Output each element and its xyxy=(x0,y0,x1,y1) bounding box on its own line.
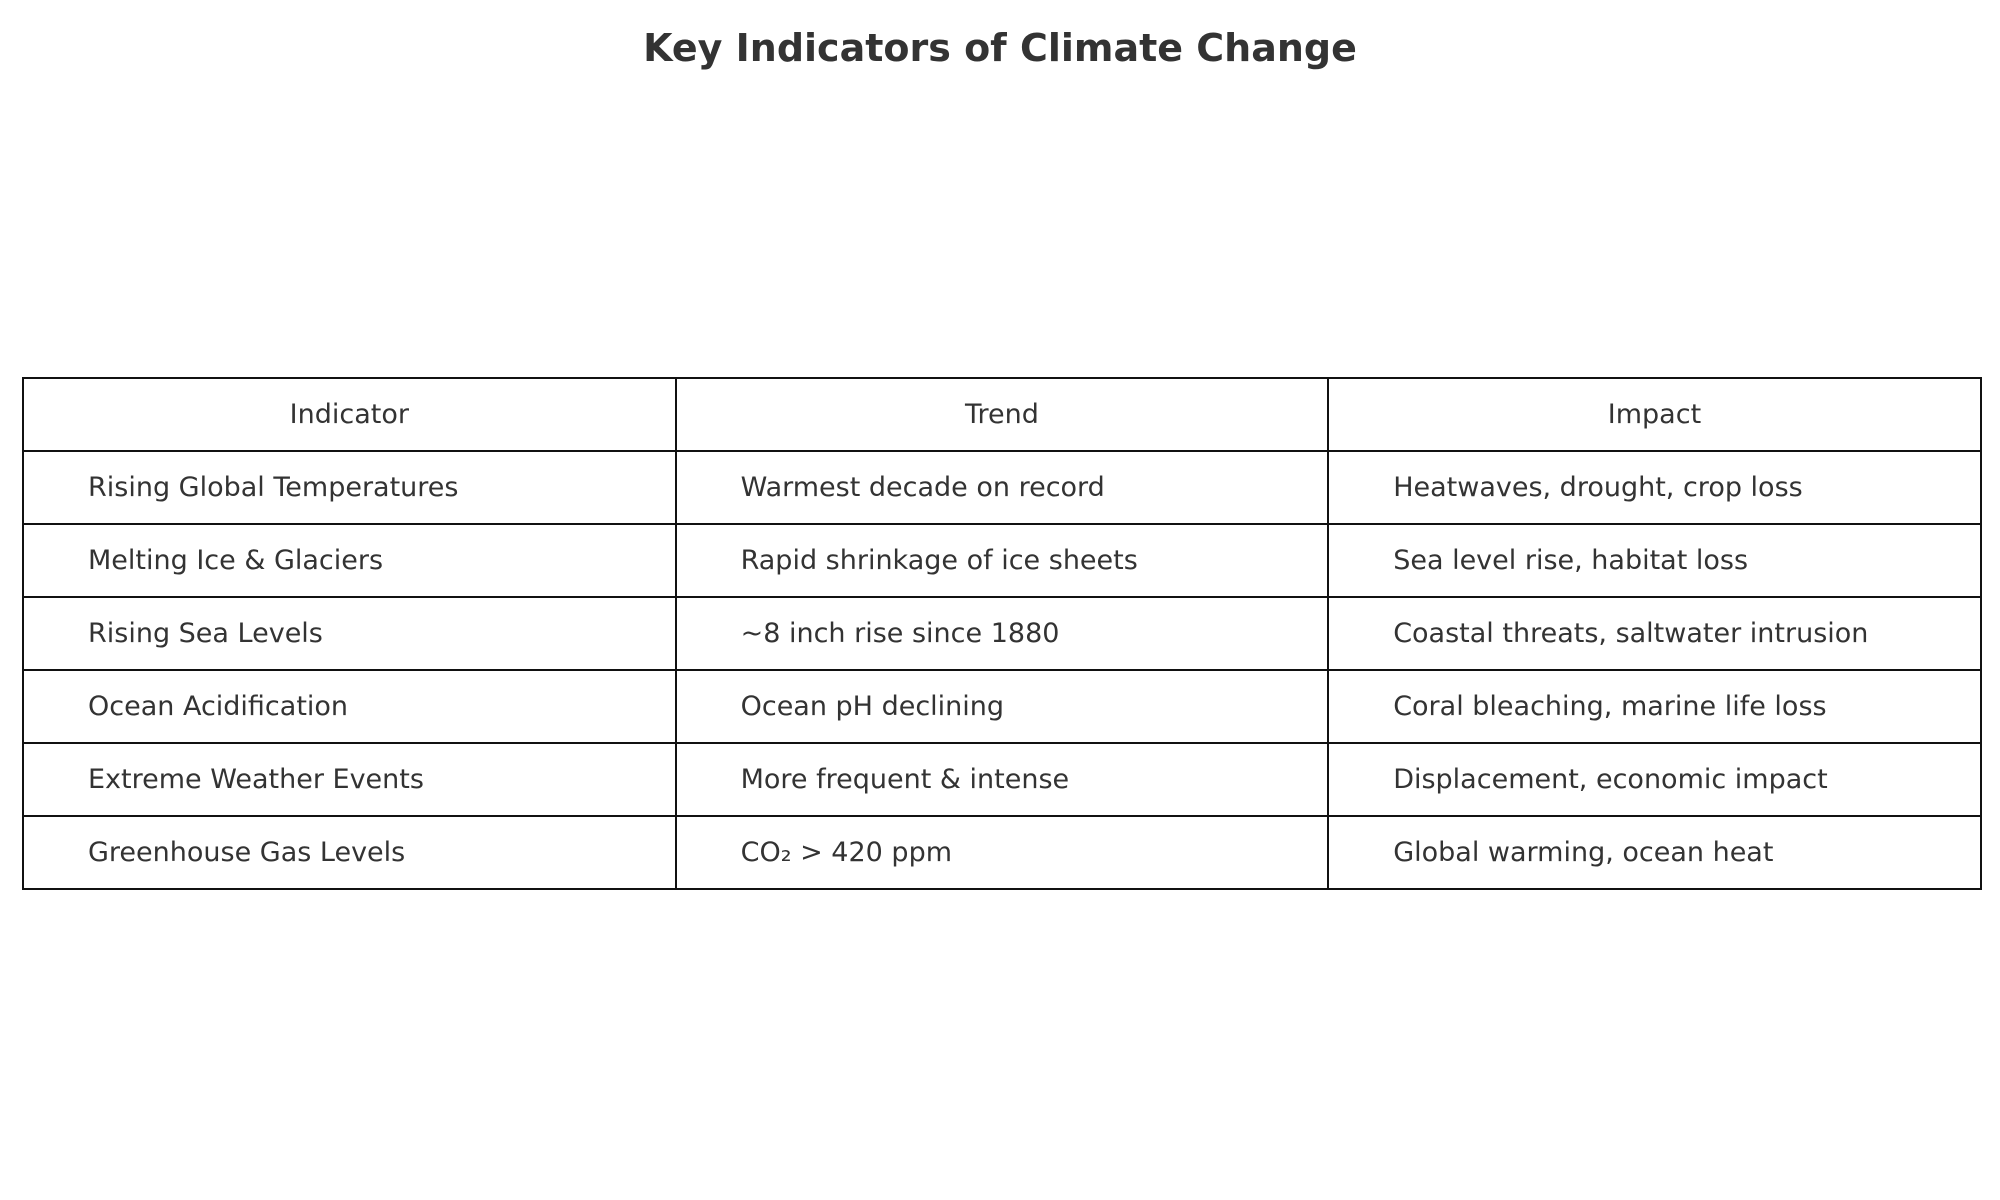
cell-indicator: Rising Global Temperatures xyxy=(22,450,677,525)
cell-impact: Heatwaves, drought, crop loss xyxy=(1327,450,1982,525)
cell-impact: Coral bleaching, marine life loss xyxy=(1327,669,1982,744)
table-row: Rising Global Temperatures Warmest decad… xyxy=(22,450,1982,525)
cell-indicator: Greenhouse Gas Levels xyxy=(22,815,677,890)
column-header-indicator: Indicator xyxy=(22,377,677,452)
cell-impact: Coastal threats, saltwater intrusion xyxy=(1327,596,1982,671)
table-row: Greenhouse Gas Levels CO₂ > 420 ppm Glob… xyxy=(22,815,1982,890)
cell-trend: ~8 inch rise since 1880 xyxy=(674,596,1330,671)
table-row: Melting Ice & Glaciers Rapid shrinkage o… xyxy=(22,523,1982,598)
table-row: Rising Sea Levels ~8 inch rise since 188… xyxy=(22,596,1982,671)
column-header-impact: Impact xyxy=(1327,377,1982,452)
cell-indicator: Extreme Weather Events xyxy=(22,742,677,817)
header-row: Indicator Trend Impact xyxy=(22,377,1982,452)
cell-impact: Sea level rise, habitat loss xyxy=(1327,523,1982,598)
cell-trend: Warmest decade on record xyxy=(674,450,1330,525)
cell-trend: CO₂ > 420 ppm xyxy=(674,815,1330,890)
table-row: Extreme Weather Events More frequent & i… xyxy=(22,742,1982,817)
table-row: Ocean Acidification Ocean pH declining C… xyxy=(22,669,1982,744)
cell-indicator: Melting Ice & Glaciers xyxy=(22,523,677,598)
cell-impact: Global warming, ocean heat xyxy=(1327,815,1982,890)
cell-trend: Rapid shrinkage of ice sheets xyxy=(674,523,1330,598)
cell-indicator: Ocean Acidification xyxy=(22,669,677,744)
column-header-trend: Trend xyxy=(674,377,1330,452)
cell-trend: More frequent & intense xyxy=(674,742,1330,817)
cell-trend: Ocean pH declining xyxy=(674,669,1330,744)
cell-impact: Displacement, economic impact xyxy=(1327,742,1982,817)
table-title: Key Indicators of Climate Change xyxy=(643,26,1357,70)
climate-indicators-table: Indicator Trend Impact Rising Global Tem… xyxy=(22,377,1982,890)
cell-indicator: Rising Sea Levels xyxy=(22,596,677,671)
